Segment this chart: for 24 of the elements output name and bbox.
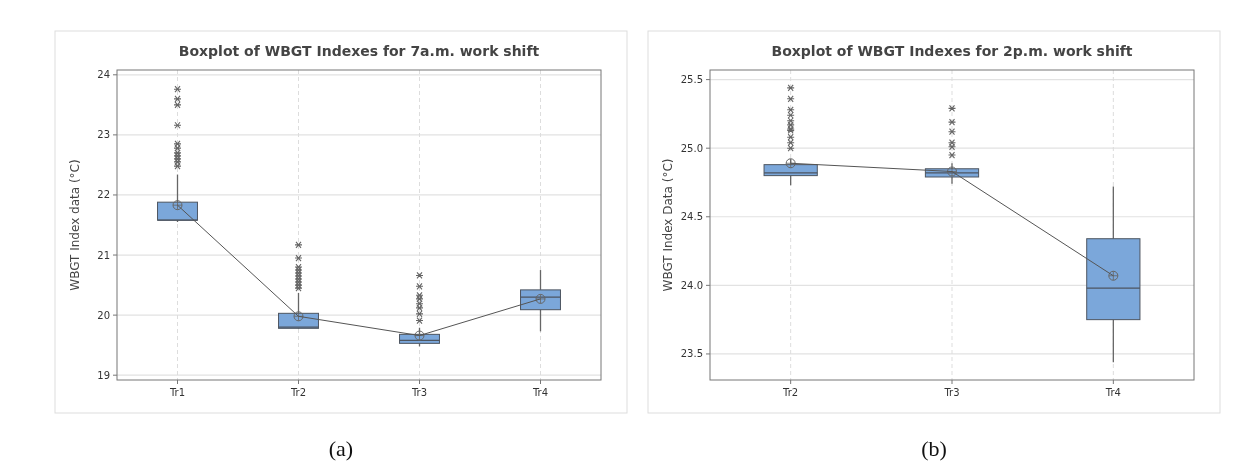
x-tick-label: Tr2 (782, 387, 799, 398)
x-tick-label: Tr3 (410, 387, 428, 398)
x-tick-label: Tr2 (289, 387, 307, 398)
chart-title: Boxplot of WBGT Indexes for 7a.m. work shift (178, 43, 540, 59)
y-axis-title: WBGT Index data (°C) (68, 159, 82, 291)
x-tick-label: Tr4 (531, 387, 549, 398)
y-tick-label: 24.5 (680, 211, 703, 223)
y-tick-label: 24 (97, 69, 110, 81)
y-tick-label: 25.5 (680, 74, 703, 86)
y-tick-label: 23.5 (680, 348, 703, 360)
chart-title: Boxplot of WBGT Indexes for 2p.m. work shift (771, 43, 1133, 59)
y-tick-label: 19 (97, 369, 110, 381)
y-tick-label: 20 (97, 309, 110, 321)
x-tick-label: Tr1 (168, 387, 186, 398)
y-tick-label: 23 (97, 129, 110, 141)
y-tick-label: 24.0 (680, 279, 703, 291)
y-tick-label: 22 (97, 189, 110, 201)
text: (a) (328, 436, 354, 461)
text: (b) (921, 436, 947, 461)
y-tick-label: 25.0 (680, 142, 703, 154)
y-axis-title: WBGT Index Data (°C) (661, 158, 675, 292)
y-tick-label: 21 (97, 249, 110, 261)
x-tick-label: Tr4 (1104, 387, 1121, 398)
x-tick-label: Tr3 (943, 387, 960, 398)
